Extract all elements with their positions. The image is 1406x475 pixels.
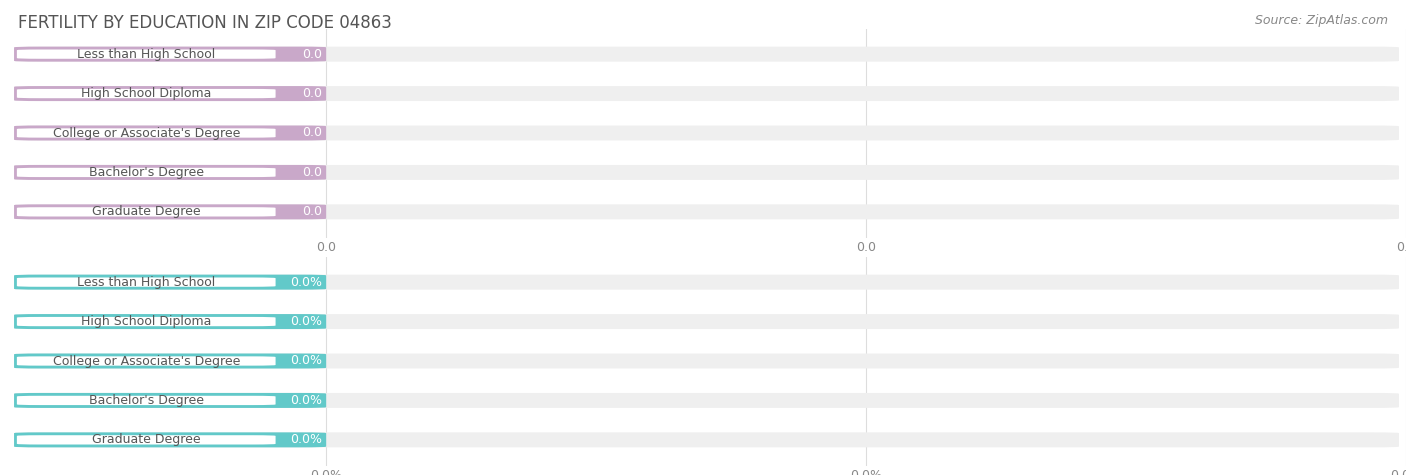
FancyBboxPatch shape — [14, 47, 326, 62]
FancyBboxPatch shape — [14, 125, 326, 141]
Text: 0.0%: 0.0% — [1391, 469, 1406, 475]
FancyBboxPatch shape — [17, 168, 276, 177]
Text: College or Associate's Degree: College or Associate's Degree — [52, 354, 240, 368]
Text: Bachelor's Degree: Bachelor's Degree — [89, 394, 204, 407]
FancyBboxPatch shape — [17, 89, 276, 98]
Text: College or Associate's Degree: College or Associate's Degree — [52, 126, 240, 140]
FancyBboxPatch shape — [14, 47, 1399, 62]
FancyBboxPatch shape — [14, 393, 1399, 408]
Text: 0.0%: 0.0% — [290, 315, 322, 328]
FancyBboxPatch shape — [17, 317, 276, 326]
FancyBboxPatch shape — [14, 125, 1399, 141]
Text: 0.0: 0.0 — [856, 241, 876, 255]
FancyBboxPatch shape — [14, 86, 326, 101]
Text: 0.0: 0.0 — [302, 205, 322, 218]
Text: 0.0: 0.0 — [316, 241, 336, 255]
Text: 0.0: 0.0 — [1396, 241, 1406, 255]
Text: Less than High School: Less than High School — [77, 48, 215, 61]
FancyBboxPatch shape — [17, 396, 276, 405]
FancyBboxPatch shape — [14, 314, 1399, 329]
FancyBboxPatch shape — [17, 435, 276, 445]
Text: 0.0: 0.0 — [302, 87, 322, 100]
FancyBboxPatch shape — [14, 432, 326, 447]
Text: 0.0: 0.0 — [302, 166, 322, 179]
FancyBboxPatch shape — [14, 353, 326, 369]
Text: 0.0%: 0.0% — [290, 276, 322, 289]
FancyBboxPatch shape — [14, 165, 1399, 180]
Text: Graduate Degree: Graduate Degree — [91, 433, 201, 446]
FancyBboxPatch shape — [17, 49, 276, 59]
FancyBboxPatch shape — [14, 275, 326, 290]
Text: 0.0%: 0.0% — [290, 394, 322, 407]
Text: Bachelor's Degree: Bachelor's Degree — [89, 166, 204, 179]
Text: 0.0: 0.0 — [302, 48, 322, 61]
Text: Source: ZipAtlas.com: Source: ZipAtlas.com — [1254, 14, 1388, 27]
FancyBboxPatch shape — [17, 207, 276, 217]
Text: 0.0%: 0.0% — [851, 469, 882, 475]
Text: High School Diploma: High School Diploma — [82, 87, 211, 100]
FancyBboxPatch shape — [17, 277, 276, 287]
FancyBboxPatch shape — [14, 275, 1399, 290]
FancyBboxPatch shape — [14, 204, 1399, 219]
Text: 0.0%: 0.0% — [311, 469, 342, 475]
FancyBboxPatch shape — [14, 86, 1399, 101]
Text: 0.0: 0.0 — [302, 126, 322, 140]
FancyBboxPatch shape — [14, 393, 326, 408]
Text: High School Diploma: High School Diploma — [82, 315, 211, 328]
FancyBboxPatch shape — [14, 432, 1399, 447]
FancyBboxPatch shape — [14, 353, 1399, 369]
FancyBboxPatch shape — [14, 314, 326, 329]
Text: 0.0%: 0.0% — [290, 354, 322, 368]
Text: FERTILITY BY EDUCATION IN ZIP CODE 04863: FERTILITY BY EDUCATION IN ZIP CODE 04863 — [18, 14, 392, 32]
FancyBboxPatch shape — [17, 128, 276, 138]
Text: Less than High School: Less than High School — [77, 276, 215, 289]
Text: 0.0%: 0.0% — [290, 433, 322, 446]
FancyBboxPatch shape — [17, 356, 276, 366]
FancyBboxPatch shape — [14, 165, 326, 180]
Text: Graduate Degree: Graduate Degree — [91, 205, 201, 218]
FancyBboxPatch shape — [14, 204, 326, 219]
